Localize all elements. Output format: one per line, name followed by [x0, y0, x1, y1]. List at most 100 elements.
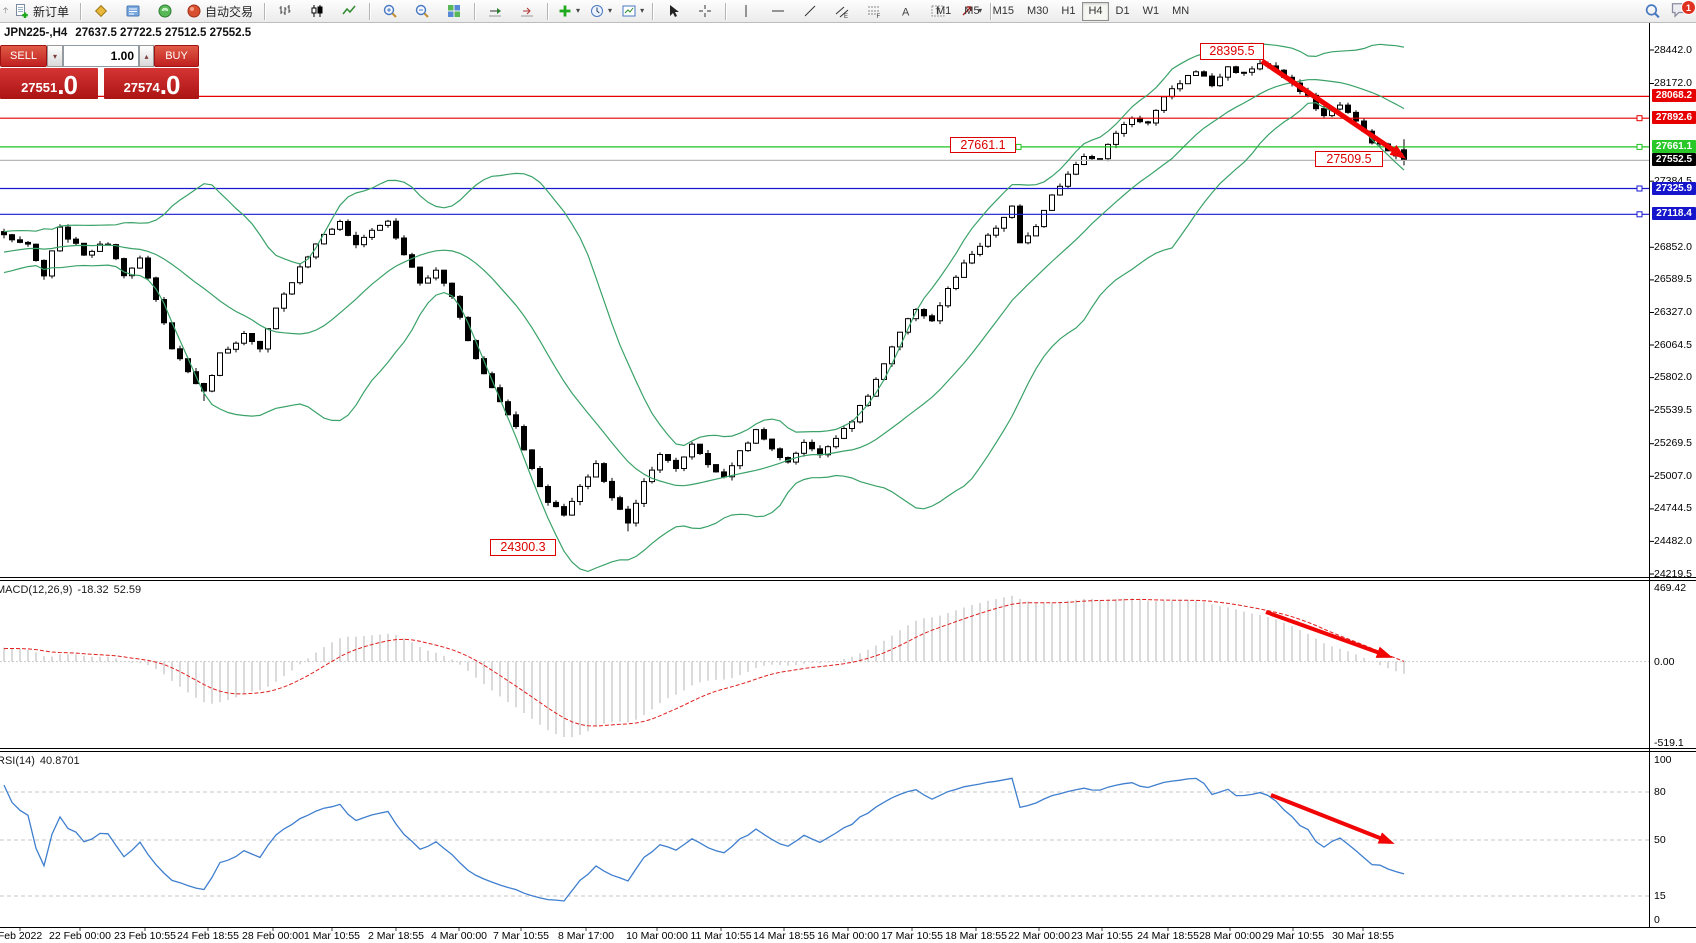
candlestick-layer	[0, 42, 1649, 573]
symbol-period-label: JPN225-,H4	[4, 27, 68, 39]
buy-price-main: 27574	[123, 80, 160, 95]
fibonacci-tool[interactable]: F	[858, 0, 890, 22]
sell-price-box[interactable]: 27551.0	[0, 68, 98, 99]
chevron-down-icon: ▾	[640, 6, 645, 15]
cursor-tool-button[interactable]	[657, 0, 689, 22]
new-order-label: 新订单	[33, 4, 70, 19]
sell-button[interactable]: SELL	[0, 45, 47, 67]
indicators-dropdown[interactable]: ▾	[552, 0, 584, 22]
rsi-layer	[0, 777, 1649, 902]
new-order-icon	[13, 3, 30, 20]
chart-shift-button[interactable]	[511, 0, 543, 22]
periods-dropdown[interactable]: ▾	[584, 0, 616, 22]
data-window-button[interactable]	[117, 0, 149, 22]
market-watch-button[interactable]	[85, 0, 117, 22]
ohlc-values: 27637.5 27722.5 27512.5 27552.5	[75, 27, 252, 39]
equidistant-channel-tool[interactable]: E	[826, 0, 858, 22]
notification-badge: 1	[1681, 0, 1696, 15]
horizontal-line-tool[interactable]	[762, 0, 794, 22]
trend-arrow-3[interactable]	[1270, 793, 1395, 844]
macd-layer	[0, 595, 1649, 738]
horizontal-line-icon	[770, 3, 787, 20]
bollinger-middle-band	[3, 78, 1405, 487]
timeframe-M15[interactable]: M15	[992, 5, 1014, 17]
line-chart-icon	[341, 3, 358, 20]
timeframe-D1[interactable]: D1	[1115, 5, 1130, 17]
sell-price-decimal: .0	[57, 70, 78, 100]
volume-input[interactable]	[63, 45, 139, 67]
zoom-out-button[interactable]	[406, 0, 438, 22]
zoom-in-icon	[382, 3, 399, 20]
text-icon: A	[898, 3, 915, 20]
trend-arrow-1[interactable]	[1260, 58, 1407, 159]
templates-icon	[620, 3, 637, 20]
market-watch-icon	[93, 3, 110, 20]
arrows-dropdown[interactable]: ▾	[954, 0, 986, 22]
rsi-line	[3, 777, 1405, 902]
bollinger-upper-band	[3, 42, 1405, 447]
navigator-button[interactable]	[149, 0, 181, 22]
candlestick-chart-icon	[309, 3, 326, 20]
timeframe-MN[interactable]: MN	[1172, 5, 1190, 17]
text-tool[interactable]: A	[890, 0, 922, 22]
timeframe-group: M1 M5 M15 M30 H1 H4 D1 W1 MN	[930, 1, 1196, 21]
macd-main-value: -18.32	[77, 584, 109, 596]
timeframe-H4[interactable]: H4	[1082, 1, 1109, 21]
zoom-in-button[interactable]	[374, 0, 406, 22]
crosshair-tool-button[interactable]	[689, 0, 721, 22]
buy-button[interactable]: BUY	[154, 45, 199, 67]
svg-text:E: E	[844, 14, 848, 19]
sell-price-main: 27551	[21, 80, 58, 95]
text-label-tool[interactable]: T	[922, 0, 954, 22]
chevron-down-icon: ▾	[576, 6, 581, 15]
autotrading-button[interactable]: 自动交易	[181, 0, 260, 22]
indicators-icon	[556, 3, 573, 20]
new-order-button[interactable]: 新订单	[9, 0, 76, 22]
line-chart-button[interactable]	[333, 0, 365, 22]
bar-chart-button[interactable]	[269, 0, 301, 22]
autotrading-icon	[185, 3, 202, 20]
svg-text:T: T	[936, 8, 941, 17]
timeframe-M5[interactable]: M5	[964, 5, 980, 17]
text-label-icon: T	[930, 3, 947, 20]
volume-decrease-button[interactable]: ▾	[47, 45, 63, 67]
tile-windows-icon	[446, 3, 463, 20]
search-icon[interactable]	[1644, 3, 1661, 20]
zoom-out-icon	[414, 3, 431, 20]
toolbar-right-icons: 1	[1644, 0, 1696, 21]
templates-dropdown[interactable]: ▾	[616, 0, 648, 22]
rsi-label: RSI(14) 40.8701	[0, 755, 80, 767]
bar-chart-icon	[277, 3, 294, 20]
timeframe-H1[interactable]: H1	[1061, 5, 1076, 17]
tile-windows-button[interactable]	[438, 0, 470, 22]
cursor-icon	[665, 3, 682, 20]
auto-scroll-button[interactable]	[479, 0, 511, 22]
trend-arrow-2[interactable]	[1265, 610, 1393, 658]
chevron-down-icon: ▾	[608, 6, 613, 15]
chevron-down-icon: ▾	[978, 6, 983, 15]
channel-icon: E	[834, 3, 851, 20]
svg-text:F: F	[877, 14, 881, 19]
volume-increase-button[interactable]: ▴	[139, 45, 154, 67]
vertical-line-icon	[738, 3, 755, 20]
svg-text:A: A	[902, 7, 910, 19]
data-window-icon	[125, 3, 142, 20]
bollinger-lower-band	[3, 102, 1405, 573]
buy-price-decimal: .0	[159, 70, 181, 100]
clipped-icon[interactable]	[0, 3, 9, 20]
timeframe-M1[interactable]: M1	[936, 5, 952, 17]
main-toolbar: 新订单 自动交易	[0, 0, 1696, 23]
chart-title: JPN225-,H4 27637.5 27722.5 27512.5 27552.…	[4, 27, 251, 39]
buy-price-box[interactable]: 27574.0	[104, 68, 199, 99]
notifications-icon[interactable]: 1	[1670, 0, 1696, 21]
timeframe-M30[interactable]: M30	[1026, 5, 1049, 17]
navigator-icon	[157, 3, 174, 20]
timeframe-W1[interactable]: W1	[1142, 5, 1160, 17]
crosshair-icon	[697, 3, 714, 20]
trendline-tool[interactable]	[794, 0, 826, 22]
candlestick-chart-button[interactable]	[301, 0, 333, 22]
rsi-value: 40.8701	[39, 755, 80, 767]
vertical-line-tool[interactable]	[730, 0, 762, 22]
